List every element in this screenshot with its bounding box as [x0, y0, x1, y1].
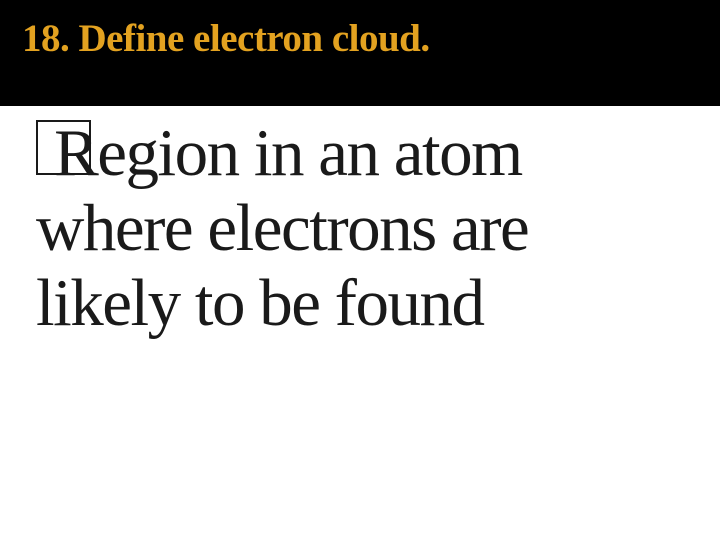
slide-body-paragraph: Region in an atom where electrons are li…	[36, 116, 684, 341]
slide-title-bar: 18. Define electron cloud.	[0, 0, 720, 106]
slide-body-area: Region in an atom where electrons are li…	[0, 106, 720, 341]
missing-glyph-icon	[36, 120, 91, 175]
slide-title: 18. Define electron cloud.	[22, 16, 698, 61]
slide-body-text: Region in an atom where electrons are li…	[36, 116, 528, 340]
